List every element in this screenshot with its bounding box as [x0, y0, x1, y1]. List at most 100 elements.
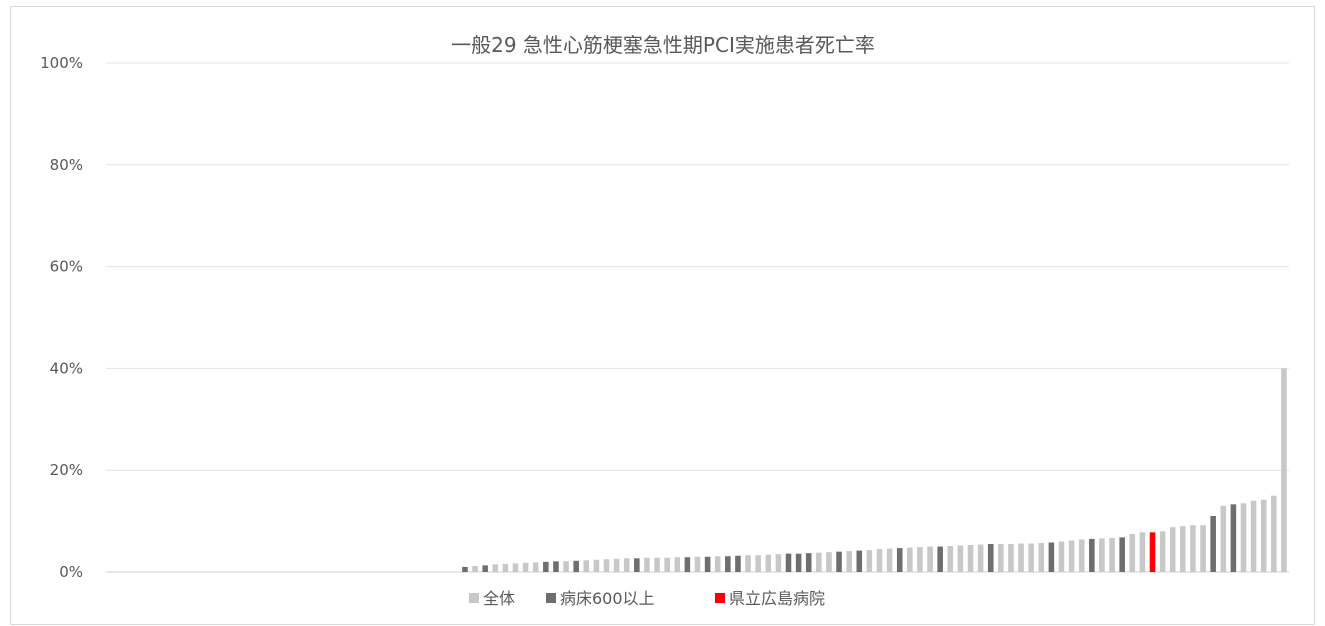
bar-large [1230, 504, 1237, 572]
legend-swatch-self [715, 593, 725, 603]
bar-large [1089, 538, 1095, 572]
bar-all [522, 562, 529, 572]
bar-all [967, 545, 974, 572]
bar-all [1190, 525, 1196, 572]
bar-large [785, 553, 792, 572]
bar-all [1220, 505, 1227, 572]
bar-large [987, 544, 994, 572]
y-tick-label: 100% [40, 54, 83, 72]
gridlines [106, 62, 1289, 573]
bar-all [917, 547, 923, 572]
legend-label-self: 県立広島病院 [729, 589, 825, 608]
bar-all [1058, 541, 1065, 572]
bar-all [532, 562, 539, 572]
bar-large [704, 556, 711, 572]
bar-all [876, 549, 883, 572]
bar-large [735, 555, 741, 572]
bar-all [563, 561, 569, 572]
bar-large [462, 566, 468, 572]
bar-all [583, 560, 590, 572]
bar-all [1180, 526, 1186, 572]
bar-all [1018, 543, 1024, 572]
bar-all [492, 564, 499, 572]
bar-all [674, 557, 681, 572]
legend-label-all: 全体 [483, 589, 515, 608]
bar-all [1250, 500, 1257, 572]
bar-all [1068, 540, 1075, 572]
bar-large [896, 548, 903, 572]
bar-all [998, 544, 1004, 572]
bar-large [937, 546, 943, 572]
y-axis-ticks: 0% 20% 40% 60% 80% 100% [40, 54, 83, 581]
bar-large [725, 556, 731, 572]
bar-all [765, 554, 772, 572]
bar-all [755, 555, 761, 572]
y-tick-label: 60% [50, 258, 83, 276]
bar-all [644, 557, 650, 572]
bar-large [634, 558, 640, 572]
chart-frame: 一般29 急性心筋梗塞急性期PCI実施患者死亡率 0% 20% 40% 60% 80% 1… [10, 6, 1315, 625]
bar-large [805, 553, 812, 572]
bar-all [927, 546, 933, 572]
bar-all [1129, 533, 1136, 572]
bar-all [1169, 527, 1176, 572]
bar-all [654, 557, 660, 572]
chart-title: 一般29 急性心筋梗塞急性期PCI実施患者死亡率 [451, 33, 875, 57]
bar-all [1260, 499, 1267, 572]
bar-large [1210, 516, 1216, 572]
legend-label-large: 病床600以上 [560, 589, 655, 608]
bar-all [1099, 538, 1105, 572]
bar-all [947, 546, 954, 572]
bar-all [714, 556, 721, 572]
bar-large [836, 551, 842, 572]
y-tick-label: 20% [50, 461, 83, 479]
bar-all [1109, 537, 1115, 572]
bar-all [866, 550, 873, 572]
bar-all [1008, 544, 1014, 572]
bar-large [1048, 542, 1055, 572]
bar-all [775, 554, 782, 572]
bar-all [1028, 543, 1034, 572]
bar-all [472, 565, 478, 572]
bar-large [684, 557, 691, 572]
bar-all [1200, 525, 1206, 572]
bar-large [482, 565, 488, 572]
bar-all [977, 544, 984, 572]
bar-all [846, 551, 852, 572]
bar-all [816, 552, 822, 572]
bar-large [543, 561, 549, 572]
bar-all [623, 558, 630, 572]
bar-large [795, 553, 802, 572]
bar-all [907, 547, 913, 572]
bar-all [886, 548, 893, 572]
bar-all [1271, 495, 1277, 572]
bar-large [553, 561, 559, 572]
bar-all [603, 559, 610, 572]
bar-large [856, 550, 863, 572]
bar-all [512, 563, 519, 572]
bar-all [1159, 531, 1166, 572]
legend-swatch-large [546, 593, 556, 603]
bar-all [664, 557, 670, 572]
bar-all [613, 558, 620, 572]
y-tick-label: 40% [50, 359, 83, 377]
bar-all [1038, 542, 1045, 572]
legend: 全体 病床600以上 県立広島病院 [469, 589, 825, 608]
chart-svg: 一般29 急性心筋梗塞急性期PCI実施患者死亡率 0% 20% 40% 60% 80% 1… [40, 33, 1289, 608]
bar-large [573, 560, 579, 572]
bar-all [957, 545, 964, 572]
bar-large [1119, 537, 1125, 572]
bar-all [502, 563, 509, 572]
bars [462, 368, 1287, 572]
bar-all [1078, 539, 1085, 572]
bar-all [593, 559, 600, 572]
bar-all [1240, 503, 1247, 572]
legend-swatch-all [469, 593, 479, 603]
bar-self [1149, 532, 1156, 572]
y-tick-label: 0% [59, 563, 83, 581]
bar-all [1281, 368, 1287, 572]
bar-all [826, 552, 832, 572]
y-tick-label: 80% [50, 156, 83, 174]
bar-all [694, 556, 701, 572]
bar-all [1139, 532, 1146, 572]
